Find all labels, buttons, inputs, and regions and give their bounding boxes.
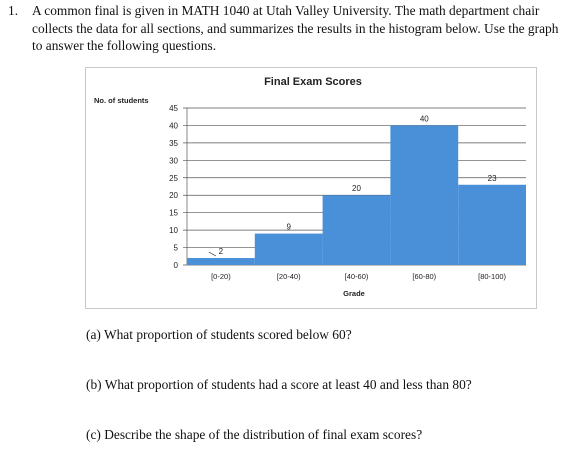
y-tick-label: 40 [169,121,178,130]
bars [187,125,526,265]
problem-text: A common final is given in MATH 1040 at … [32,3,559,53]
label-leader-line [208,251,217,257]
chart-title: Final Exam Scores [264,76,362,88]
y-tick-label: 15 [169,209,178,218]
data-label: 40 [420,114,429,123]
y-tick-label: 20 [169,191,178,200]
x-tick-label: [80-100) [478,272,506,281]
data-label: 2 [219,247,224,256]
question-c: (c) Describe the shape of the distributi… [86,427,423,442]
data-label: 9 [286,223,291,232]
data-label: 20 [352,184,361,193]
x-tick-label: [20-40) [277,272,301,281]
y-tick-label: 30 [169,156,178,165]
y-axis-label: No. of students [94,96,149,105]
bar [458,184,526,265]
histogram-svg: Final Exam Scores No. of students Grade … [94,76,526,298]
y-tick-label: 35 [169,139,178,148]
tick-labels: 0 5 10 15 20 25 30 35 40 45 [0-20) [20-40) [40-60) [6… [169,104,506,281]
problem-number: 1. [8,3,19,18]
question-a: (a) What proportion of students scored b… [86,327,352,342]
bar [254,233,323,265]
x-tick-label: [0-20) [211,272,231,281]
x-tick-label: [60-80) [412,272,436,281]
data-labels: 2 9 20 40 23 [208,114,497,257]
y-tick-label: 45 [169,104,178,113]
y-tick-label: 5 [174,244,179,253]
bar [187,258,255,265]
x-tick-label: [40-60) [345,272,369,281]
histogram-chart: Final Exam Scores No. of students Grade … [85,67,537,309]
x-axis-label: Grade [343,289,365,298]
y-tick-label: 25 [169,174,178,183]
y-tick-label: 10 [169,226,178,235]
bar [390,125,459,265]
y-tick-label: 0 [174,261,179,270]
question-b: (b) What proportion of students had a sc… [86,377,472,392]
bar [322,195,391,265]
data-label: 23 [488,174,497,183]
